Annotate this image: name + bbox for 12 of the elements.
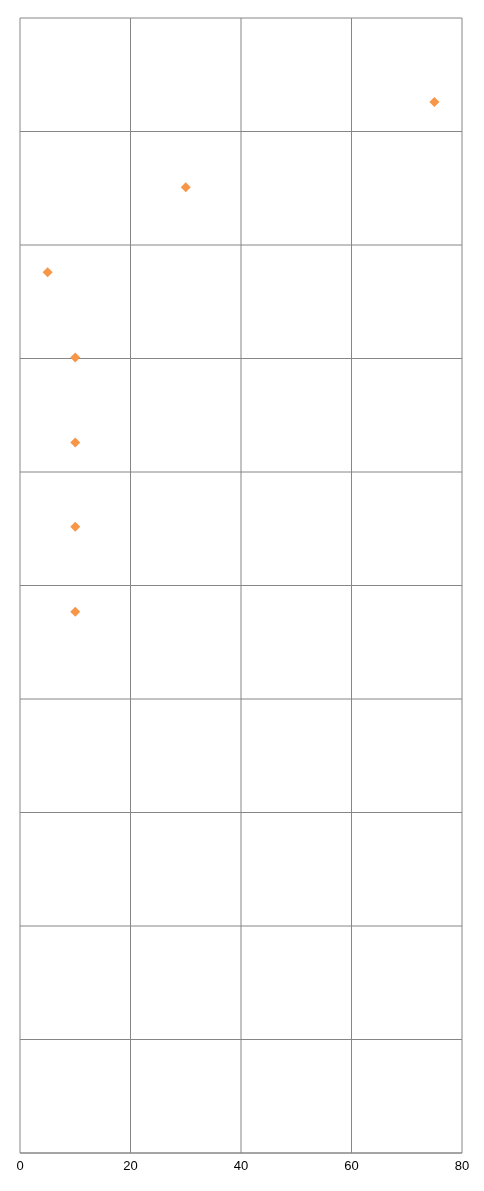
x-tick-label: 80 <box>454 1158 470 1174</box>
point <box>70 606 81 617</box>
point <box>42 267 53 278</box>
point <box>429 97 440 108</box>
x-tick-label: 20 <box>123 1158 138 1174</box>
x-tick-label: 60 <box>344 1158 359 1174</box>
point <box>70 437 81 448</box>
point <box>180 182 191 193</box>
x-tick-label: 0 <box>16 1158 24 1174</box>
point <box>70 352 81 363</box>
x-tick-label: 40 <box>233 1158 249 1174</box>
point <box>70 521 81 532</box>
